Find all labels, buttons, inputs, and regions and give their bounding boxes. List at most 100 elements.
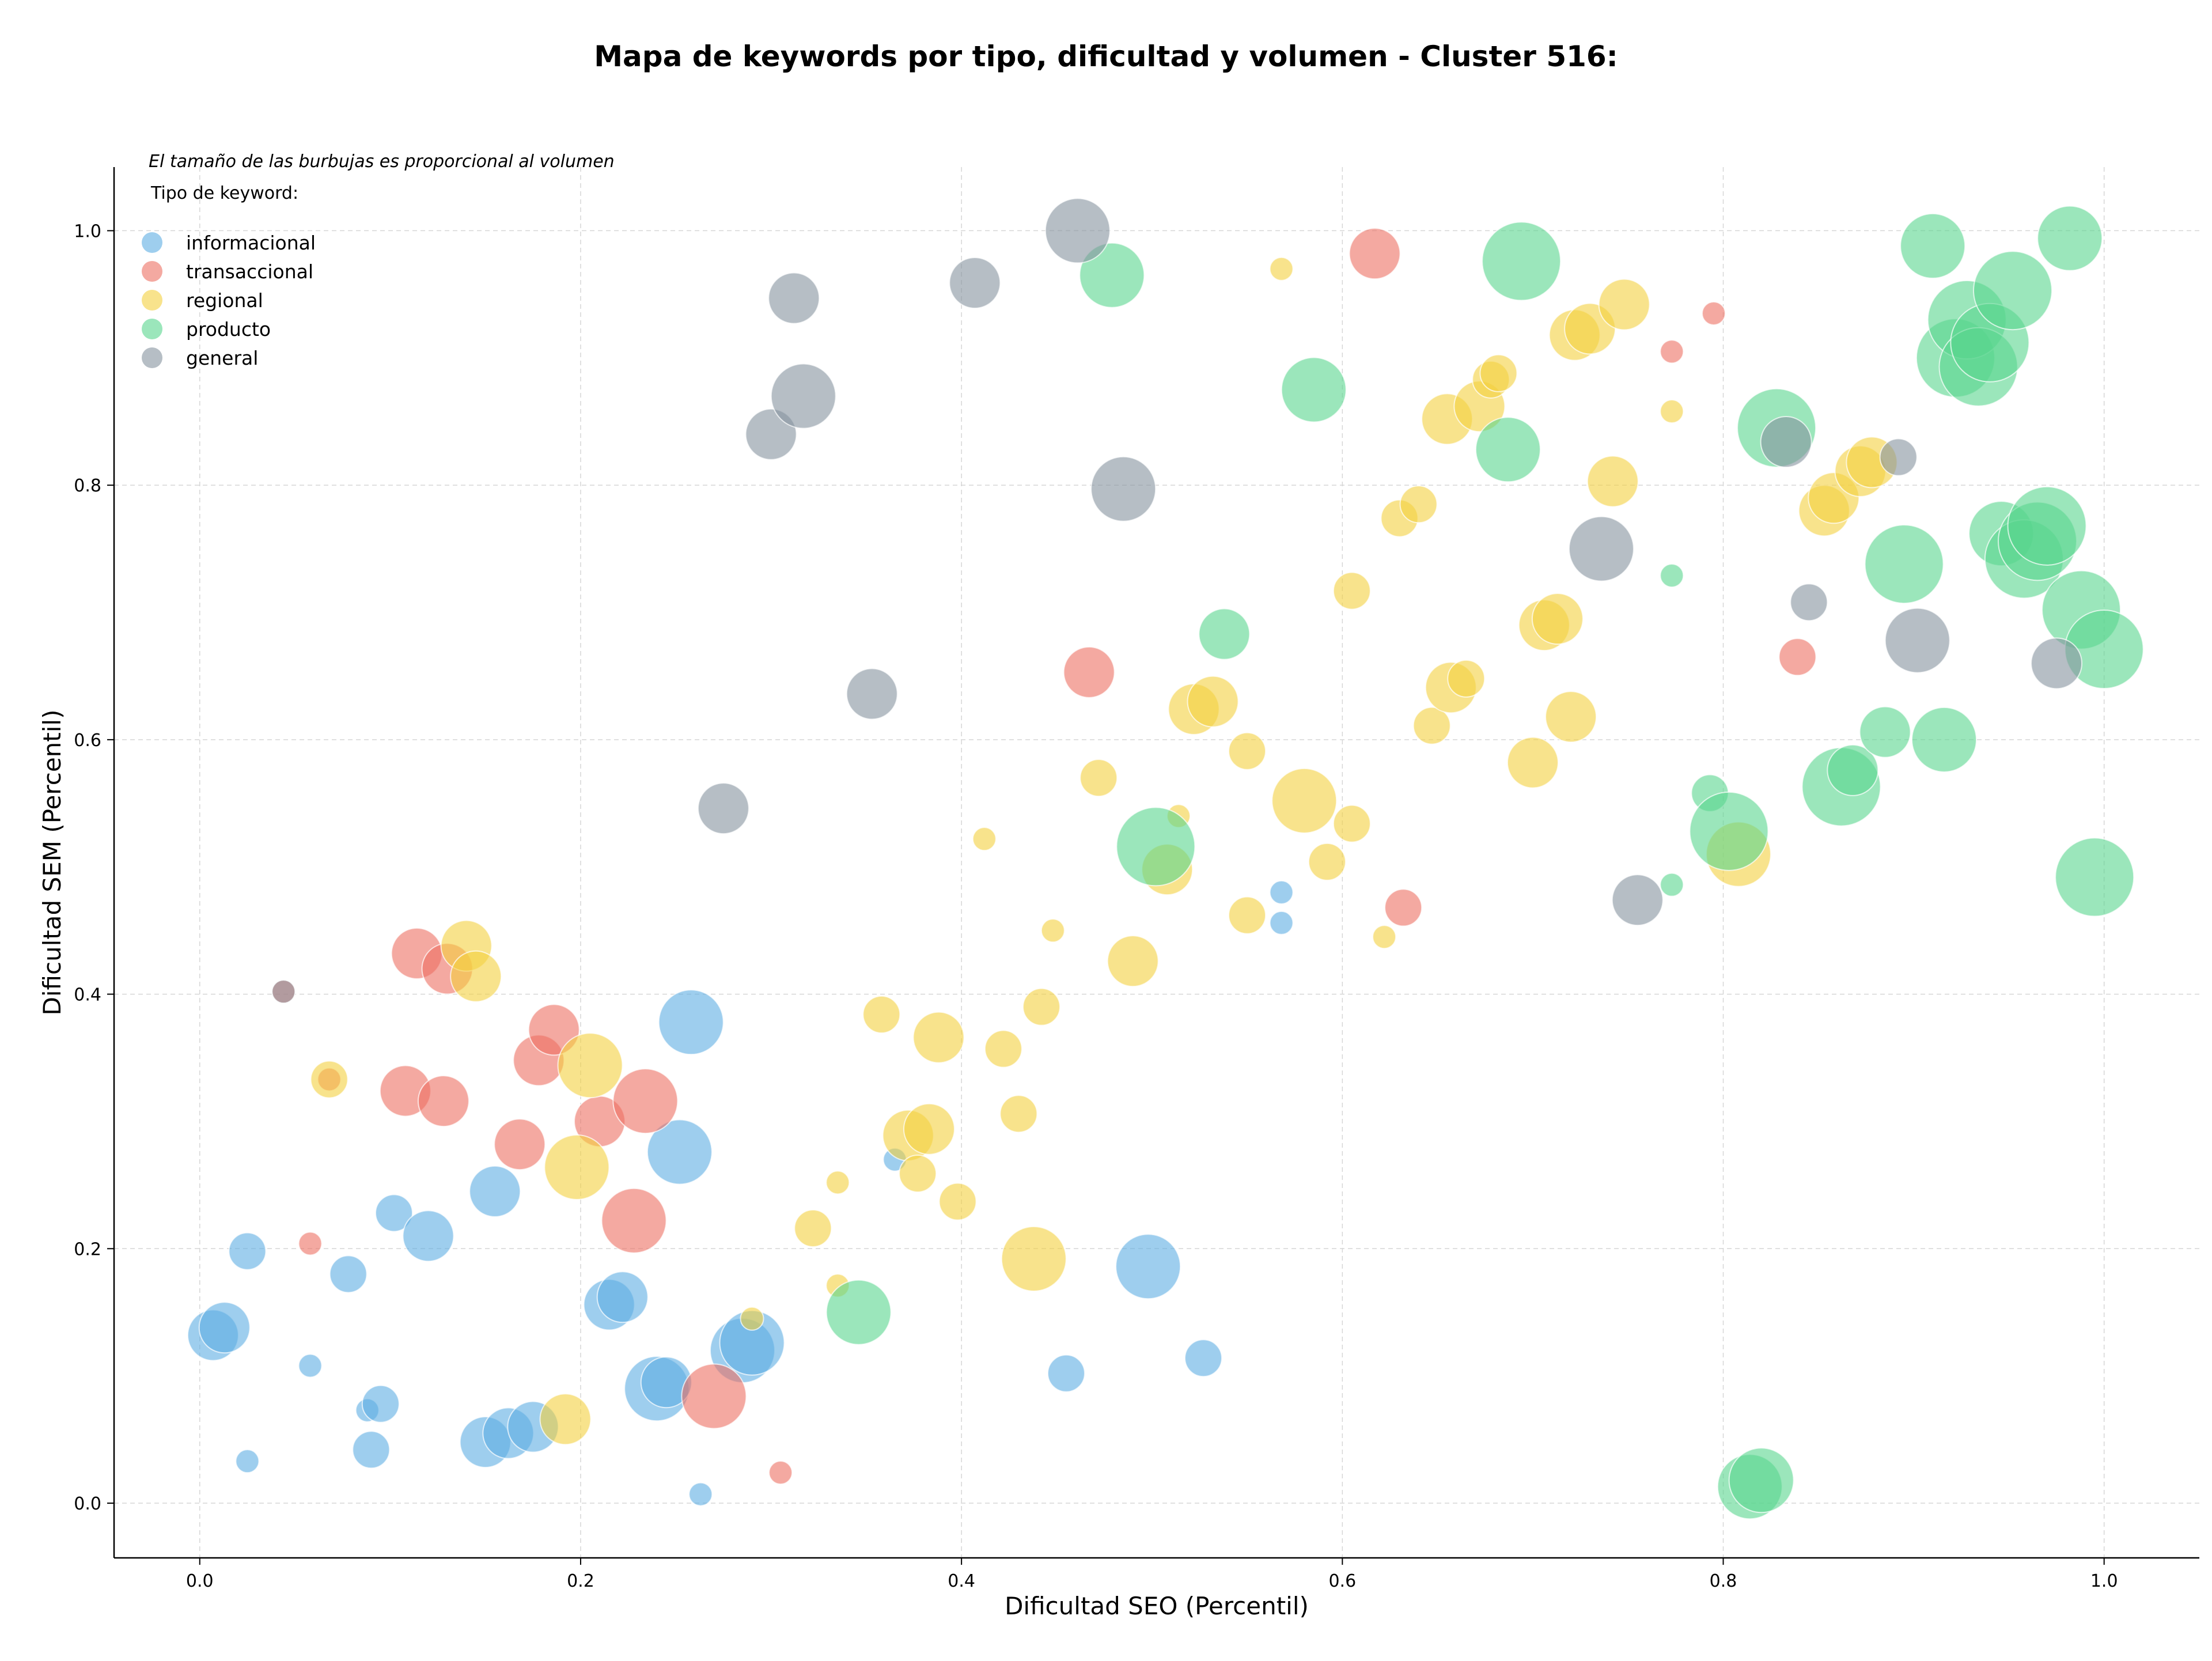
bubble-informacional	[352, 1431, 391, 1469]
bubble-transaccional	[681, 1363, 747, 1429]
y-tick-label: 0.8	[74, 476, 101, 496]
y-ticks: 0.0 0.2 0.4 0.6 0.8 1.0	[74, 221, 114, 1514]
x-tick-label: 0.6	[1328, 1571, 1356, 1591]
legend-marker-producto	[142, 319, 162, 339]
bubble-general	[1611, 874, 1664, 926]
bubble-general	[1568, 516, 1634, 582]
bubble-regional	[557, 1032, 623, 1099]
chart-title: Mapa de keywords por tipo, dificultad y …	[594, 40, 1618, 73]
x-ticks: 0.0 0.2 0.4 0.6 0.8 1.0	[186, 1558, 2118, 1591]
bubble-regional	[1399, 485, 1438, 524]
bubble-regional	[1040, 918, 1065, 943]
bubble-informacional	[1184, 1339, 1222, 1378]
bubble-regional	[1598, 278, 1650, 331]
series-informacional	[187, 880, 1294, 1507]
bubble-general	[1044, 198, 1111, 264]
bubble-transaccional	[528, 1004, 580, 1056]
y-tick-label: 0.0	[74, 1494, 101, 1514]
bubble-regional	[740, 1306, 764, 1331]
bubble-transaccional	[417, 1075, 469, 1127]
bubble-informacional	[198, 1301, 251, 1354]
bubble-general	[271, 979, 296, 1004]
bubble-regional	[1479, 354, 1518, 392]
legend-label-general: general	[186, 347, 258, 369]
bubble-general	[768, 272, 820, 324]
bubble-regional	[1531, 593, 1584, 645]
bubble-producto	[1482, 221, 1562, 301]
axes	[113, 167, 2199, 1559]
bubble-regional	[1332, 572, 1371, 610]
size-note: El tamaño de las burbujas es proporciona…	[149, 152, 615, 172]
legend-label-regional: regional	[186, 289, 263, 312]
bubble-transaccional	[494, 1118, 546, 1171]
y-tick-label: 0.2	[74, 1239, 101, 1259]
bubble-regional	[1187, 675, 1239, 728]
bubble-informacional	[361, 1384, 400, 1423]
bubble-regional	[938, 1182, 977, 1221]
bubble-regional	[999, 1095, 1038, 1133]
bubble-informacional	[1269, 910, 1294, 935]
bubble-regional	[539, 1393, 592, 1446]
bubble-informacional	[235, 1449, 260, 1474]
bubble-producto	[1475, 417, 1541, 483]
bubble-regional	[984, 1030, 1022, 1068]
bubble-producto	[1198, 608, 1251, 660]
bubble-producto	[1728, 1447, 1794, 1514]
bubble-regional	[1372, 925, 1397, 949]
bubble-informacional	[374, 1194, 413, 1232]
bubble-regional	[1022, 987, 1060, 1026]
series-regional	[310, 256, 1898, 1446]
y-axis-label: Dificultad SEM (Percentil)	[38, 710, 66, 1016]
bubble-general	[846, 668, 898, 720]
bubble-transaccional	[601, 1187, 667, 1254]
bubble-general	[1884, 607, 1950, 674]
bubble-informacional	[402, 1210, 454, 1262]
bubble-informacional	[646, 1119, 713, 1185]
bubble-regional	[1269, 256, 1294, 281]
legend-marker-general	[142, 347, 162, 368]
bubble-regional	[1107, 935, 1159, 987]
bubble-regional	[1080, 759, 1118, 797]
bubble-informacional	[1047, 1354, 1085, 1393]
bubble-regional	[450, 950, 502, 1002]
bubble-regional	[544, 1134, 610, 1200]
bubble-producto	[2007, 486, 2087, 566]
bubble-regional	[1228, 732, 1267, 770]
bubble-transaccional	[612, 1068, 679, 1134]
bubble-producto	[2055, 837, 2135, 917]
bubble-regional	[1332, 804, 1371, 843]
legend-label-transaccional: transaccional	[186, 260, 313, 283]
x-tick-label: 0.8	[1710, 1571, 1737, 1591]
legend-label-producto: producto	[186, 318, 271, 340]
bubble-producto	[1079, 242, 1145, 308]
bubble-general	[1090, 456, 1157, 522]
x-axis-label: Dificultad SEO (Percentil)	[1005, 1592, 1309, 1620]
bubble-transaccional	[768, 1461, 793, 1485]
legend-label-informacional: informacional	[186, 232, 316, 254]
bubble-regional	[899, 1155, 937, 1193]
bubble-producto	[1973, 251, 2053, 331]
series-transaccional	[271, 228, 1817, 1485]
bubble-regional	[1545, 691, 1597, 743]
bubble-informacional	[596, 1271, 649, 1323]
bubble-producto	[1281, 357, 1347, 423]
bubble-transaccional	[1701, 301, 1726, 326]
bubble-transaccional	[1349, 228, 1401, 280]
bubble-regional	[825, 1170, 850, 1195]
bubble-producto	[825, 1279, 892, 1345]
bubble-general	[1879, 438, 1918, 476]
legend-title: Tipo de keyword:	[150, 183, 298, 203]
bubble-regional	[972, 827, 997, 852]
bubble-informacional	[658, 989, 724, 1055]
bubble-regional	[912, 1011, 965, 1064]
bubble-informacional	[228, 1232, 267, 1270]
bubble-transaccional	[1063, 646, 1115, 698]
bubble-informacional	[329, 1255, 368, 1293]
bubble-producto	[1689, 791, 1769, 871]
series-producto	[825, 205, 2144, 1520]
bubbles	[187, 198, 2144, 1520]
bubble-general	[697, 782, 749, 835]
bubble-producto	[2037, 205, 2103, 271]
y-tick-label: 0.4	[74, 985, 101, 1005]
